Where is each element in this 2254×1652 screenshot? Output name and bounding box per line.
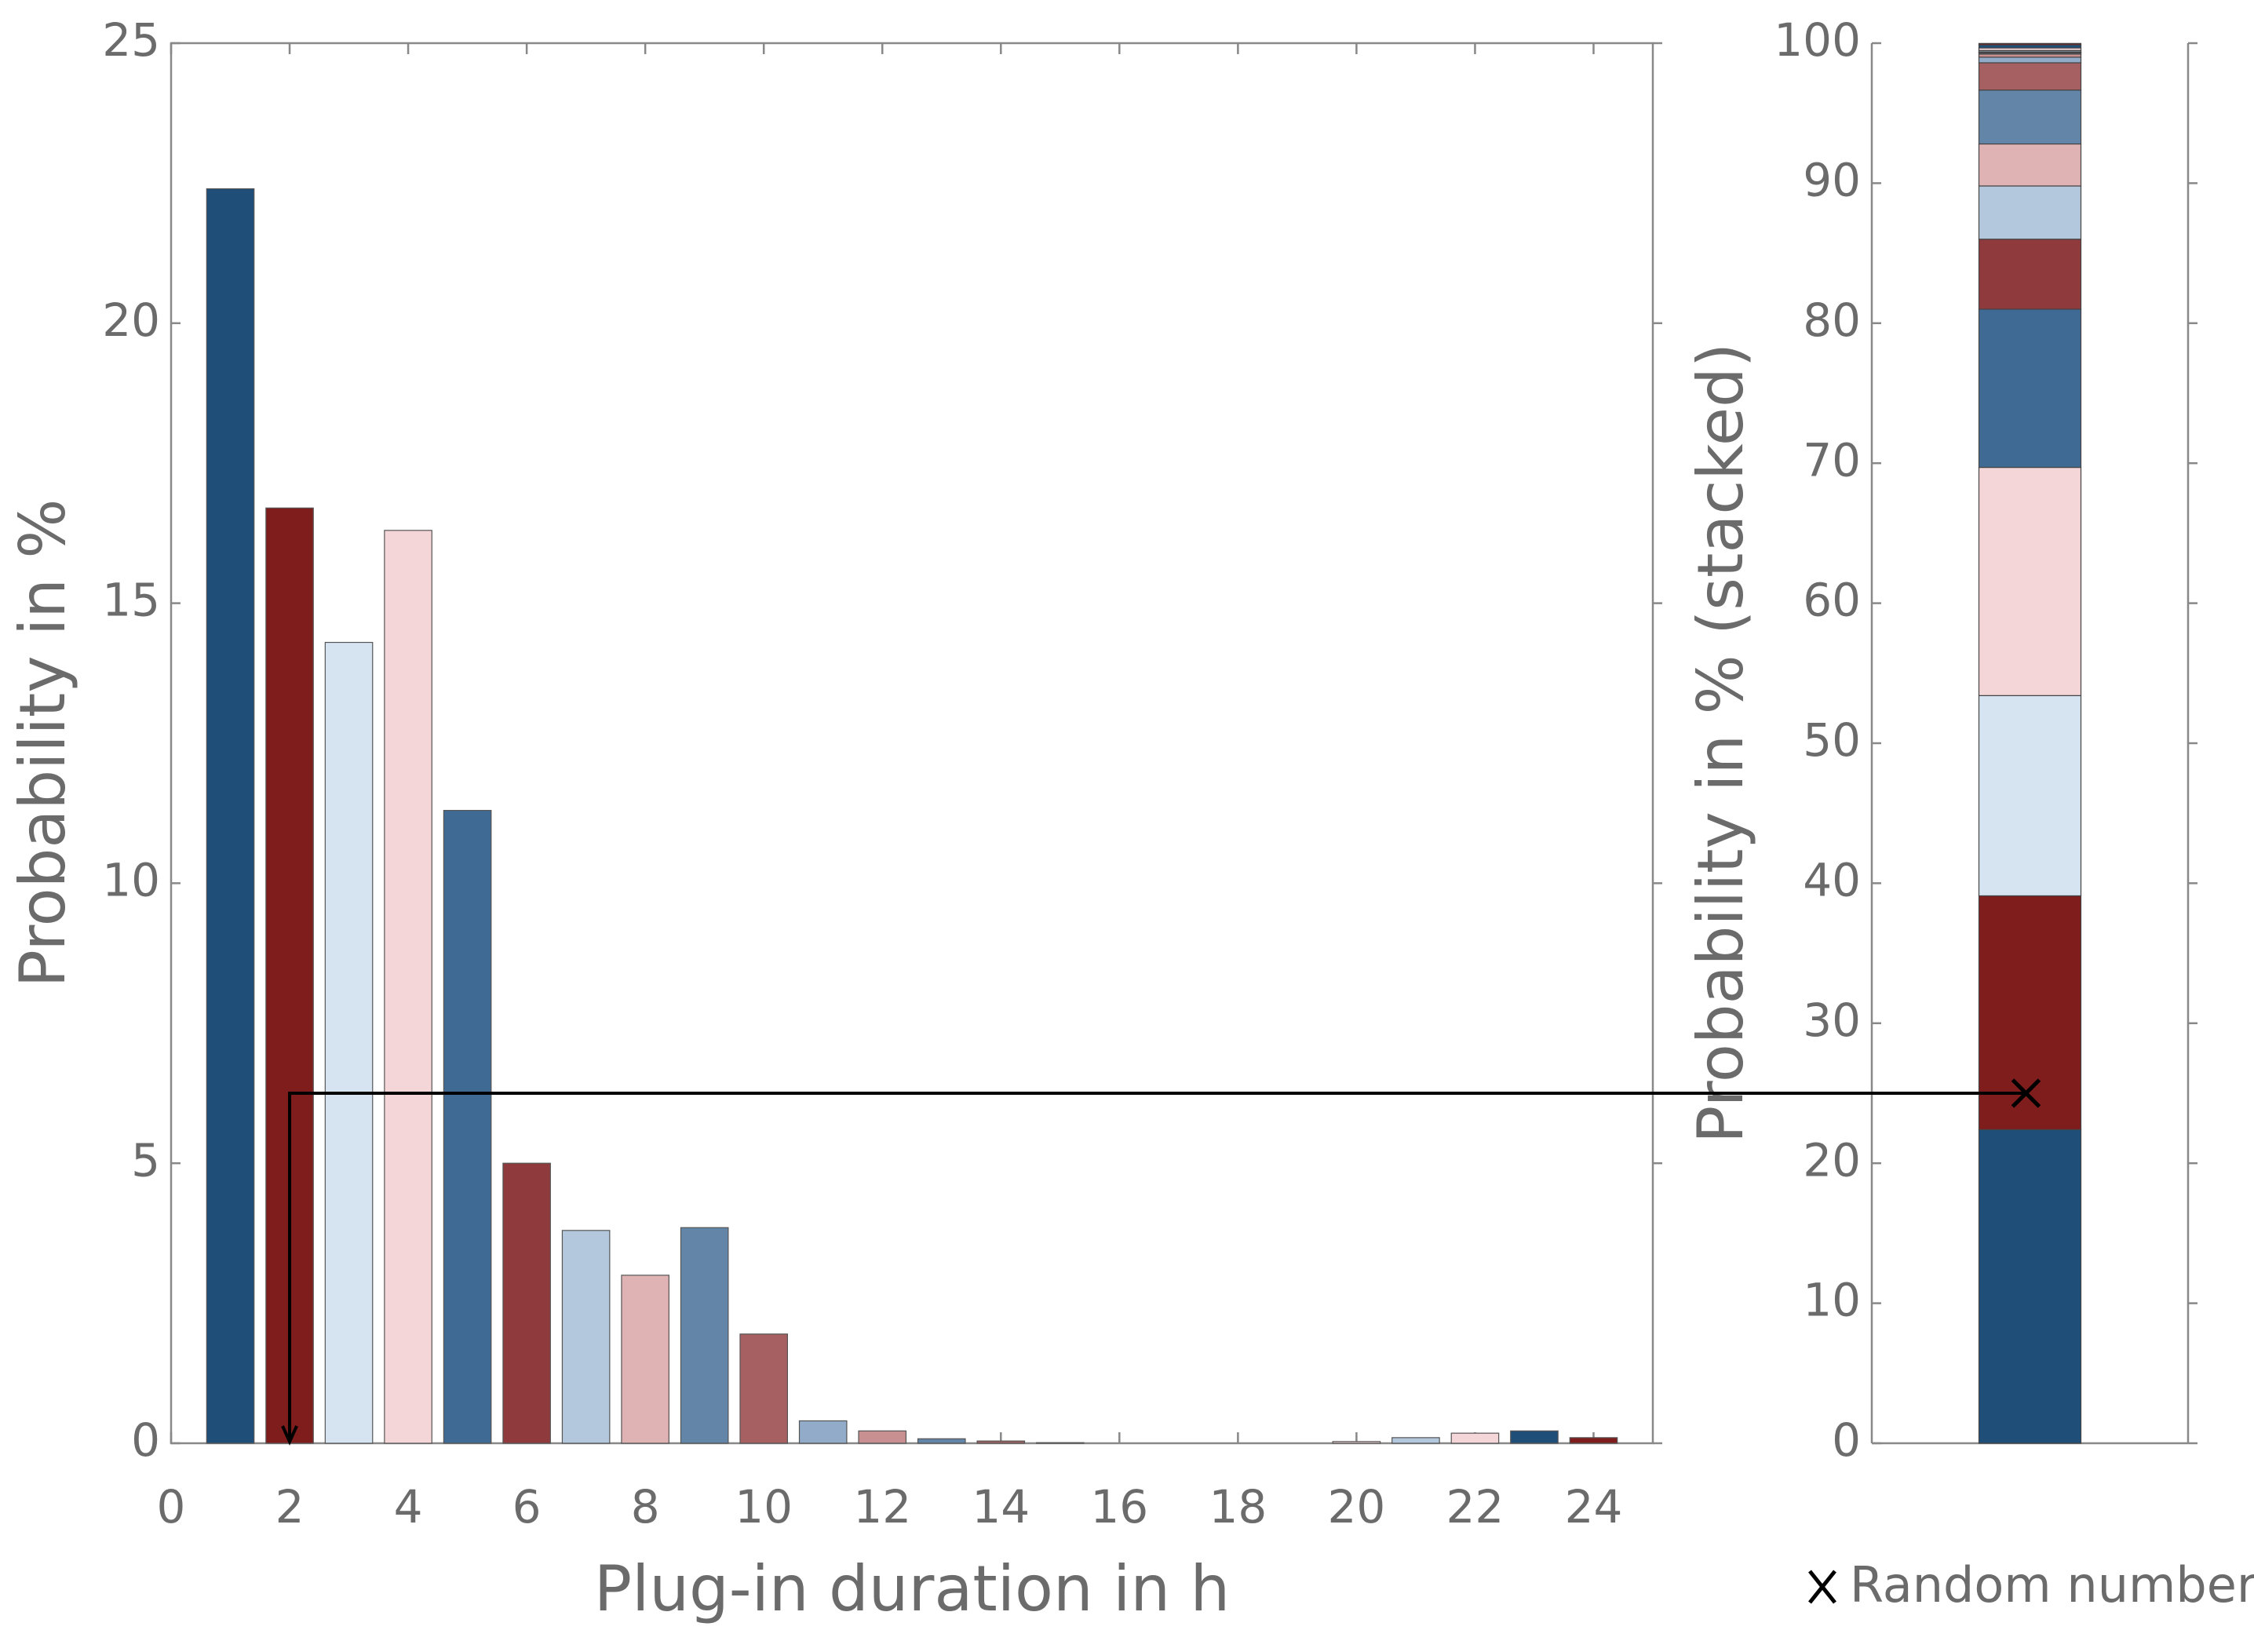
stack-segment (1978, 57, 2082, 64)
y-tick-label: 0 (131, 1413, 160, 1467)
stack-segment (1978, 42, 2082, 46)
x-tick-label: 8 (631, 1480, 660, 1533)
y-tick-label: 25 (102, 13, 160, 67)
y-tick-label: 50 (1803, 713, 1861, 767)
bar (798, 1420, 848, 1444)
bar (1450, 1432, 1500, 1444)
y-tick-label: 10 (102, 854, 160, 907)
y-tick-label: 20 (102, 294, 160, 347)
stack-segment (1978, 62, 2082, 91)
x-tick-label: 2 (275, 1480, 305, 1533)
bar (324, 641, 374, 1444)
x-tick-label: 12 (853, 1480, 911, 1533)
x-tick-label: 18 (1209, 1480, 1267, 1533)
bar (1391, 1437, 1440, 1444)
y-tick-label: 5 (131, 1133, 160, 1187)
bar (443, 810, 492, 1444)
bar (561, 1230, 611, 1444)
stack-segment (1978, 308, 2082, 469)
y-tick-label: 70 (1803, 433, 1861, 487)
x-tick-label: 16 (1090, 1480, 1148, 1533)
y-tick-label: 60 (1803, 574, 1861, 627)
random-marker (2011, 1078, 2041, 1108)
bar (858, 1430, 907, 1444)
bar (502, 1162, 551, 1444)
stack-segment (1978, 143, 2082, 187)
y-axis-label: Probability in % (6, 499, 79, 988)
x-tick-label: 6 (512, 1480, 542, 1533)
bar (739, 1333, 789, 1444)
bar (206, 188, 255, 1444)
bar (680, 1227, 729, 1444)
bar (384, 530, 432, 1444)
y-tick-label: 30 (1803, 994, 1861, 1047)
plot-frame (170, 42, 1654, 1445)
stack-segment (1978, 695, 2082, 897)
bar (621, 1275, 669, 1444)
y-tick-label: 90 (1803, 154, 1861, 207)
stack-segment (1978, 1129, 2082, 1444)
bar (1035, 1442, 1085, 1444)
y-tick-label: 0 (1832, 1413, 1861, 1467)
arrow-head (281, 1425, 298, 1446)
legend-marker (1808, 1570, 1836, 1604)
stack-segment (1978, 239, 2082, 310)
bar (917, 1438, 966, 1444)
x-tick-label: 20 (1327, 1480, 1385, 1533)
legend-label: Random number (1850, 1556, 2254, 1614)
x-tick-label: 4 (394, 1480, 423, 1533)
x-tick-label: 10 (735, 1480, 793, 1533)
y-tick-label: 20 (1803, 1133, 1861, 1187)
stack-segment (1978, 185, 2082, 240)
x-tick-label: 14 (972, 1480, 1030, 1533)
x-tick-label: 22 (1446, 1480, 1504, 1533)
x-tick-label: 0 (157, 1480, 186, 1533)
stack-segment (1978, 89, 2082, 145)
y-axis-label: Probability in % (stacked) (1684, 343, 1757, 1143)
arrow-line (288, 1092, 2026, 1440)
stack-segment (1978, 466, 2082, 696)
y-tick-label: 15 (102, 574, 160, 627)
bar (1510, 1430, 1559, 1444)
bar (976, 1440, 1026, 1444)
y-tick-label: 100 (1774, 13, 1861, 67)
x-tick-label: 24 (1565, 1480, 1623, 1533)
bar (1332, 1441, 1381, 1444)
y-tick-label: 80 (1803, 294, 1861, 347)
x-axis-label: Plug-in duration in h (594, 1552, 1230, 1625)
y-tick-label: 40 (1803, 854, 1861, 907)
y-tick-label: 10 (1803, 1274, 1861, 1327)
bar (1569, 1437, 1618, 1444)
